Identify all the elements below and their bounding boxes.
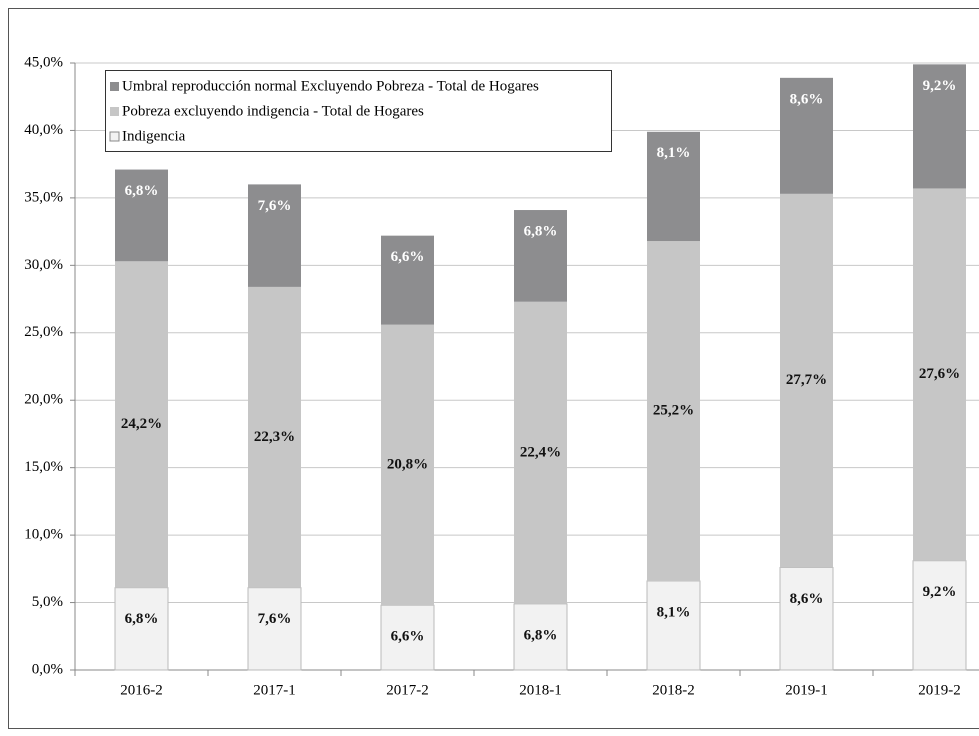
annotation: 6,6%: [391, 629, 425, 645]
annotation: 7,6%: [258, 611, 292, 627]
data-label: 9,2%: [923, 78, 957, 94]
bar-segment: [514, 210, 567, 302]
annotation: 8,1%: [657, 604, 691, 620]
bar-segment: [780, 193, 833, 568]
data-label: 25,2%: [653, 402, 694, 418]
y-tick-label: 10,0%: [24, 527, 63, 543]
data-label: 8,6%: [790, 91, 824, 107]
annotation: 8,6%: [790, 591, 824, 607]
bar-segment: [114, 587, 169, 671]
bar-segment: [247, 587, 302, 671]
bar-segment: [646, 580, 701, 671]
bar-segment: [647, 131, 700, 242]
x-tick-label: 2019-1: [785, 682, 828, 698]
data-label: 27,6%: [919, 366, 960, 382]
data-label: 22,4%: [520, 444, 561, 460]
bar-segment: [380, 604, 435, 671]
data-label: 6,8%: [524, 223, 558, 239]
legend-label: Indigencia: [122, 128, 186, 144]
y-tick-label: 30,0%: [24, 257, 63, 273]
bar-segment: [779, 566, 834, 671]
bar-segment: [913, 188, 966, 561]
data-label: 24,2%: [121, 416, 162, 432]
data-label: 22,3%: [254, 429, 295, 445]
x-tick-label: 2018-2: [652, 682, 695, 698]
bar-segment: [115, 261, 168, 588]
bar-segment: [248, 286, 301, 588]
x-tick-label: 2017-2: [386, 682, 429, 698]
annotation: 6,8%: [125, 611, 159, 627]
data-label: 27,7%: [786, 372, 827, 388]
y-tick-label: 5,0%: [32, 594, 63, 610]
y-tick-label: 25,0%: [24, 324, 63, 340]
bar-segment: [912, 560, 967, 671]
bar-segment: [115, 169, 168, 262]
bar-segment: [647, 241, 700, 581]
annotation: 6,8%: [524, 627, 558, 643]
y-tick-label: 0,0%: [32, 661, 63, 677]
bar-segment: [780, 77, 833, 194]
legend-swatch: [110, 107, 119, 116]
y-tick-label: 20,0%: [24, 392, 63, 408]
bar-segment: [514, 301, 567, 604]
x-tick-label: 2017-1: [253, 682, 296, 698]
bar-segment: [248, 184, 301, 287]
y-tick-label: 15,0%: [24, 459, 63, 475]
data-label: 20,8%: [387, 456, 428, 472]
data-label: 6,6%: [391, 249, 425, 265]
bar-segment: [913, 64, 966, 189]
chart-border: [8, 8, 979, 729]
y-tick-label: 40,0%: [24, 122, 63, 138]
data-label: 8,1%: [657, 145, 691, 161]
legend-swatch: [109, 131, 120, 142]
x-tick-label: 2019-2: [918, 682, 961, 698]
x-tick-label: 2016-2: [120, 682, 163, 698]
y-tick-label: 45,0%: [24, 54, 63, 70]
annotation: 9,2%: [923, 584, 957, 600]
legend-box: [105, 70, 612, 152]
legend-label: Umbral reproducción normal Excluyendo Po…: [122, 78, 539, 94]
data-label: 7,6%: [258, 198, 292, 214]
x-tick-label: 2018-1: [519, 682, 562, 698]
bar-segment: [381, 324, 434, 606]
bar-segment: [381, 235, 434, 325]
legend-swatch: [110, 82, 119, 91]
y-tick-label: 35,0%: [24, 189, 63, 205]
legend-label: Pobreza excluyendo indigencia - Total de…: [122, 103, 424, 119]
data-label: 6,8%: [125, 183, 159, 199]
